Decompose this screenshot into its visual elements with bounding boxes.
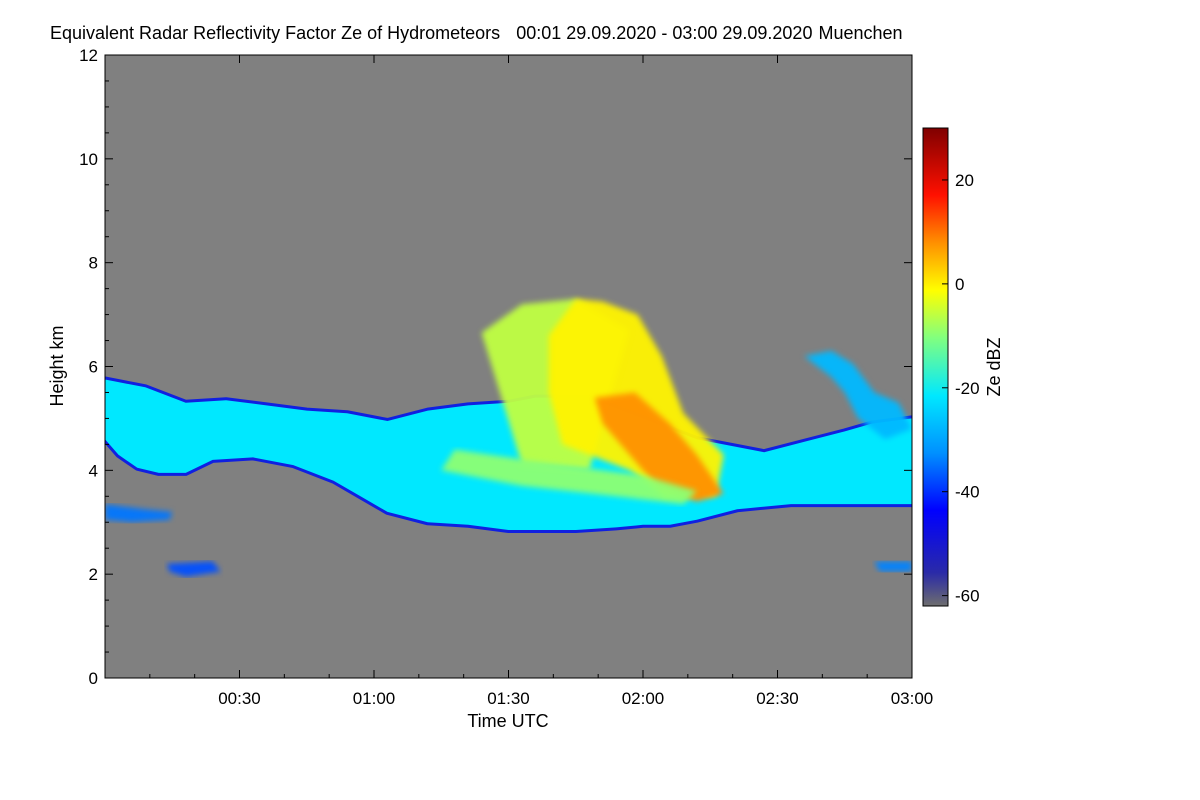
colorbar: [922, 127, 949, 607]
x-axis-label: Time UTC: [467, 711, 548, 731]
colorbar-tick-label: 20: [955, 171, 974, 190]
colorbar-tick-label: -20: [955, 379, 980, 398]
y-tick-label: 10: [79, 150, 98, 169]
y-tick-label: 8: [89, 254, 98, 273]
feature-peak-reflectivity-core: [594, 392, 724, 502]
feature-lower-band-near-base: [441, 449, 697, 505]
x-tick-label: 01:00: [353, 689, 396, 708]
chart-title: Equivalent Radar Reflectivity Factor Ze …: [50, 23, 903, 43]
reflectivity-features: [105, 299, 912, 577]
x-tick-label: 02:00: [622, 689, 665, 708]
x-tick-label: 03:00: [891, 689, 934, 708]
colorbar-label: Ze dBZ: [984, 337, 1004, 396]
x-tick-label: 00:30: [218, 689, 261, 708]
y-tick-label: 12: [79, 46, 98, 65]
feature-low-cloud-fragment-right: [874, 561, 912, 572]
y-tick-label: 4: [89, 461, 98, 480]
y-tick-label: 2: [89, 565, 98, 584]
colorbar-tick-label: 0: [955, 275, 964, 294]
y-tick-label: 0: [89, 669, 98, 688]
feature-right-side-cell: [804, 350, 912, 440]
colorbar-tick-label: -40: [955, 483, 980, 502]
x-axis: 00:30 01:00 01:30 02:00 02:30 03:00: [149, 55, 934, 708]
y-axis: 0 2 4 6 8 10 12: [79, 46, 912, 688]
colorbar-tick-label: -60: [955, 587, 980, 606]
colorbar-ticks: 20 0 -20 -40 -60: [942, 171, 980, 606]
feature-low-cloud-fragment-mid-left: [166, 561, 221, 577]
y-axis-label: Height km: [47, 325, 67, 406]
x-tick-label: 02:30: [756, 689, 799, 708]
feature-low-cloud-fragment-left: [105, 504, 173, 523]
x-tick-label: 01:30: [487, 689, 530, 708]
y-tick-label: 6: [89, 358, 98, 377]
